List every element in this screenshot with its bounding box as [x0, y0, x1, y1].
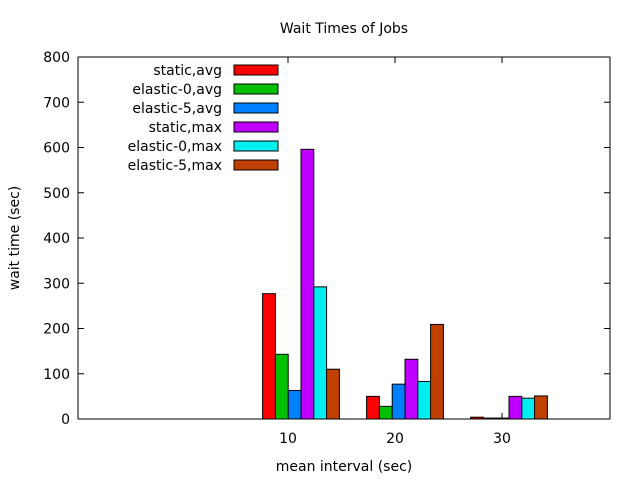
bar-elastic-0-max-10 — [313, 286, 328, 420]
y-tick-label: 800 — [43, 50, 70, 66]
y-tick-label: 600 — [43, 141, 70, 157]
bar-elastic-5-avg-20 — [391, 383, 406, 420]
legend-label: static,max — [149, 120, 222, 136]
legend-swatch — [233, 102, 279, 114]
legend-label: elastic-5,avg — [132, 101, 222, 117]
legend-label: elastic-0,avg — [132, 82, 222, 98]
legend-label: static,avg — [153, 63, 222, 79]
y-tick-label: 500 — [43, 186, 70, 202]
bar-static-max-30 — [508, 395, 523, 420]
bar-static-max-20 — [404, 358, 419, 420]
x-tick-label: 10 — [279, 431, 297, 447]
bar-elastic-0-avg-10 — [274, 353, 289, 420]
y-tick-label: 300 — [43, 276, 70, 292]
chart-title: Wait Times of Jobs — [280, 21, 408, 37]
legend-swatch — [233, 159, 279, 171]
bar-elastic-5-avg-10 — [287, 389, 302, 420]
y-tick-label: 700 — [43, 95, 70, 111]
bar-static-avg-10 — [262, 293, 276, 420]
legend-swatch — [233, 140, 279, 152]
legend-label: elastic-0,max — [128, 139, 222, 155]
bar-elastic-5-max-10 — [326, 368, 340, 420]
y-tick-label: 200 — [43, 322, 70, 338]
bar-elastic-0-avg-20 — [378, 405, 393, 420]
y-tick-label: 0 — [61, 412, 70, 428]
legend-swatch — [233, 64, 279, 76]
legend-label: elastic-5,max — [128, 158, 222, 174]
y-axis-label: wait time (sec) — [7, 186, 23, 290]
bar-static-avg-20 — [366, 395, 380, 420]
legend: static,avg elastic-0,avg elastic-5,avg stat… — [128, 63, 279, 174]
x-tick-label: 20 — [386, 431, 404, 447]
x-axis-ticks: 10 20 30 — [279, 57, 511, 447]
legend-swatch — [233, 83, 279, 95]
bar-elastic-5-max-20 — [430, 323, 444, 420]
bar-series — [262, 148, 548, 420]
x-tick-label: 30 — [493, 431, 511, 447]
plot-area-frame — [77, 56, 611, 420]
x-axis-label: mean interval (sec) — [276, 459, 413, 475]
legend-swatch — [233, 121, 279, 133]
bar-elastic-5-max-30 — [534, 395, 548, 420]
y-tick-label: 400 — [43, 231, 70, 247]
bar-static-max-10 — [300, 148, 315, 420]
bar-elastic-0-max-20 — [417, 380, 432, 420]
y-axis-ticks: 0 100 200 300 400 500 600 700 800 — [43, 50, 610, 428]
y-tick-label: 100 — [43, 367, 70, 383]
bar-elastic-0-max-30 — [521, 397, 536, 420]
